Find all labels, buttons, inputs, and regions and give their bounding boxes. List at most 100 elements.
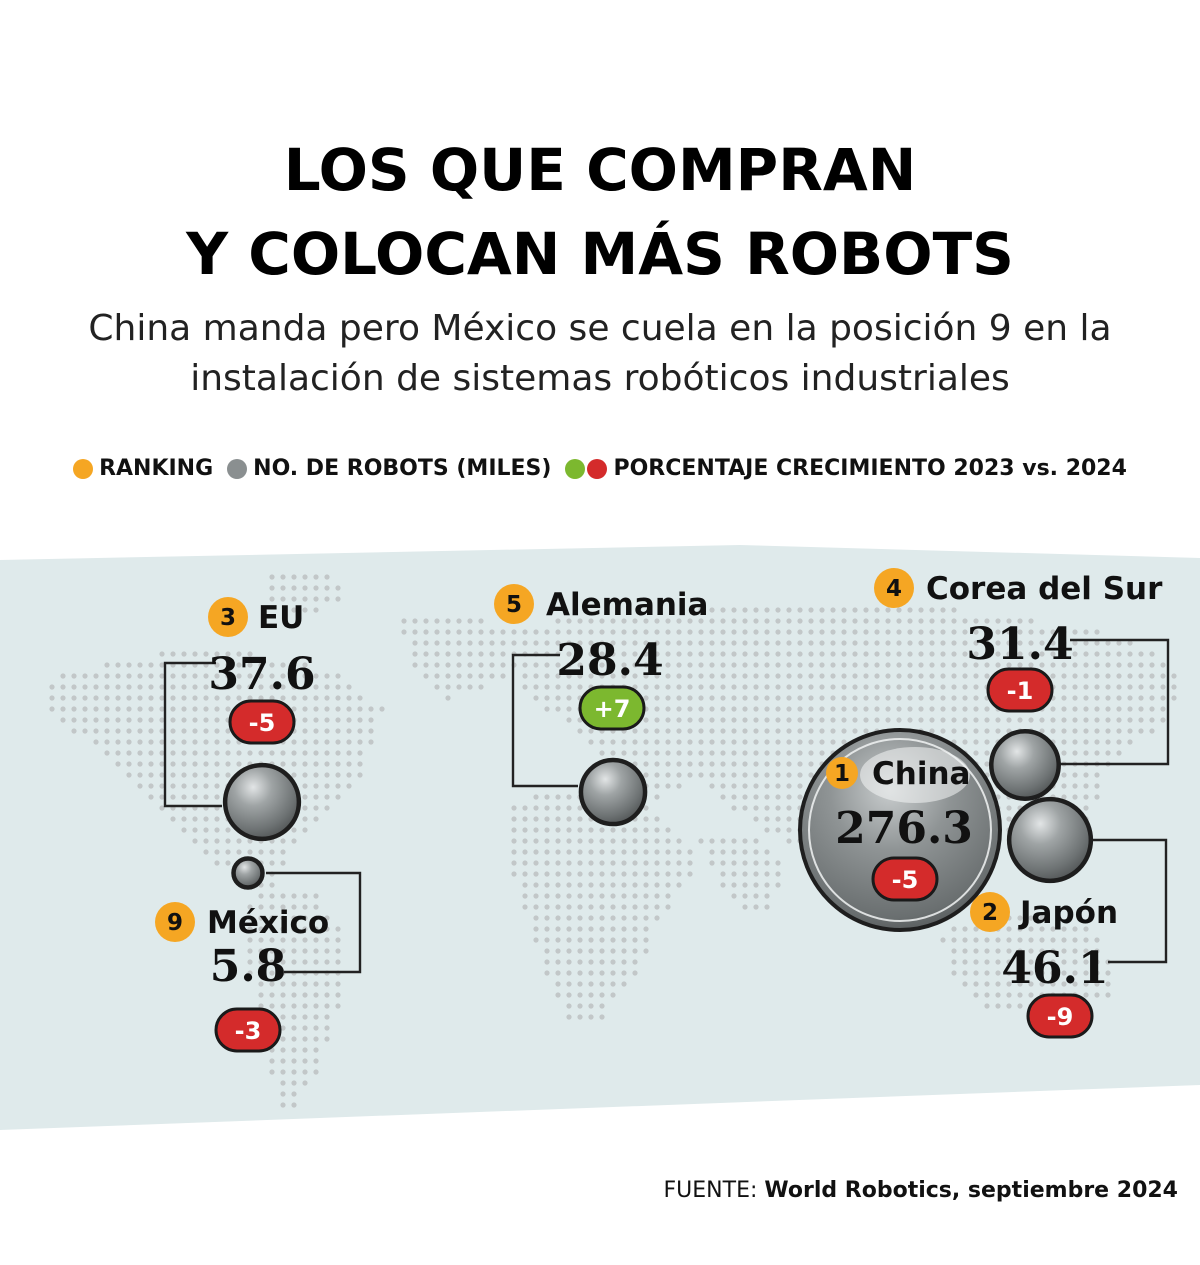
map-dot bbox=[291, 926, 297, 932]
map-dot bbox=[302, 739, 308, 745]
map-dot bbox=[1039, 959, 1045, 965]
connector-line bbox=[1093, 838, 1168, 964]
legend-robots-label: NO. DE ROBOTS (MILES) bbox=[253, 456, 552, 481]
map-dot bbox=[709, 662, 715, 668]
map-dot bbox=[764, 618, 770, 624]
map-dot bbox=[731, 794, 737, 800]
map-dot bbox=[1094, 706, 1100, 712]
map-dot bbox=[302, 772, 308, 778]
map-dot bbox=[764, 805, 770, 811]
map-dot bbox=[1072, 794, 1078, 800]
map-dot bbox=[1116, 640, 1122, 646]
map-dot bbox=[313, 1003, 319, 1009]
map-dot bbox=[709, 607, 715, 613]
map-dot bbox=[313, 959, 319, 965]
map-dot bbox=[1072, 651, 1078, 657]
map-dot bbox=[951, 926, 957, 932]
map-dot bbox=[137, 783, 143, 789]
map-dot bbox=[192, 816, 198, 822]
map-dot bbox=[588, 849, 594, 855]
map-dot bbox=[335, 739, 341, 745]
map-dot bbox=[280, 981, 286, 987]
map-dot bbox=[302, 673, 308, 679]
map-dot bbox=[544, 684, 550, 690]
map-dot bbox=[907, 684, 913, 690]
map-dot bbox=[973, 684, 979, 690]
map-dot bbox=[786, 706, 792, 712]
map-dot bbox=[984, 629, 990, 635]
map-dot bbox=[313, 1058, 319, 1064]
map-dot bbox=[907, 651, 913, 657]
map-dot bbox=[82, 684, 88, 690]
map-dot bbox=[236, 684, 242, 690]
map-dot bbox=[1083, 794, 1089, 800]
map-dot bbox=[852, 717, 858, 723]
robots-value-label: 37.6 bbox=[208, 649, 315, 700]
map-dot bbox=[566, 827, 572, 833]
map-dot bbox=[995, 992, 1001, 998]
map-dot bbox=[643, 640, 649, 646]
map-dot bbox=[775, 805, 781, 811]
map-dot bbox=[588, 992, 594, 998]
map-dot bbox=[1050, 651, 1056, 657]
map-dot bbox=[731, 662, 737, 668]
map-dot bbox=[555, 816, 561, 822]
robots-value-label: 276.3 bbox=[835, 803, 973, 854]
map-dot bbox=[511, 629, 517, 635]
map-dot bbox=[1094, 959, 1100, 965]
map-dot bbox=[588, 937, 594, 943]
map-dot bbox=[797, 728, 803, 734]
map-dot bbox=[698, 750, 704, 756]
map-dot bbox=[621, 959, 627, 965]
map-dot bbox=[324, 1003, 330, 1009]
map-dot bbox=[797, 695, 803, 701]
map-dot bbox=[302, 684, 308, 690]
map-dot bbox=[1072, 750, 1078, 756]
map-dot bbox=[654, 772, 660, 778]
map-dot bbox=[599, 882, 605, 888]
map-dot bbox=[137, 673, 143, 679]
map-dot bbox=[621, 926, 627, 932]
map-dot bbox=[280, 893, 286, 899]
map-dot bbox=[995, 937, 1001, 943]
map-dot bbox=[709, 651, 715, 657]
map-dot bbox=[940, 618, 946, 624]
map-dot bbox=[544, 937, 550, 943]
map-dot bbox=[170, 783, 176, 789]
map-dot bbox=[247, 838, 253, 844]
map-dot bbox=[533, 860, 539, 866]
map-dot bbox=[269, 673, 275, 679]
map-dot bbox=[478, 651, 484, 657]
map-dot bbox=[566, 629, 572, 635]
map-dot bbox=[775, 673, 781, 679]
ranking-badge bbox=[874, 568, 914, 608]
map-dot bbox=[786, 618, 792, 624]
map-dot bbox=[599, 992, 605, 998]
robots-value-label: 5.8 bbox=[210, 941, 287, 992]
map-dot bbox=[577, 662, 583, 668]
map-dot bbox=[797, 706, 803, 712]
map-dot bbox=[786, 772, 792, 778]
map-dot bbox=[621, 662, 627, 668]
map-dot bbox=[280, 695, 286, 701]
map-dot bbox=[1050, 673, 1056, 679]
map-dot bbox=[764, 783, 770, 789]
map-dot bbox=[280, 838, 286, 844]
map-dot bbox=[863, 662, 869, 668]
map-dot bbox=[676, 838, 682, 844]
map-dot bbox=[203, 673, 209, 679]
map-dot bbox=[929, 695, 935, 701]
map-dot bbox=[291, 1091, 297, 1097]
map-dot bbox=[731, 706, 737, 712]
map-dot bbox=[929, 607, 935, 613]
map-dot bbox=[599, 1014, 605, 1020]
map-dot bbox=[170, 816, 176, 822]
map-dot bbox=[346, 728, 352, 734]
map-dot bbox=[555, 904, 561, 910]
map-dot bbox=[1061, 662, 1067, 668]
map-dot bbox=[170, 772, 176, 778]
connector-line bbox=[266, 871, 362, 974]
map-dot bbox=[797, 750, 803, 756]
map-dot bbox=[467, 673, 473, 679]
map-dot bbox=[1149, 684, 1155, 690]
